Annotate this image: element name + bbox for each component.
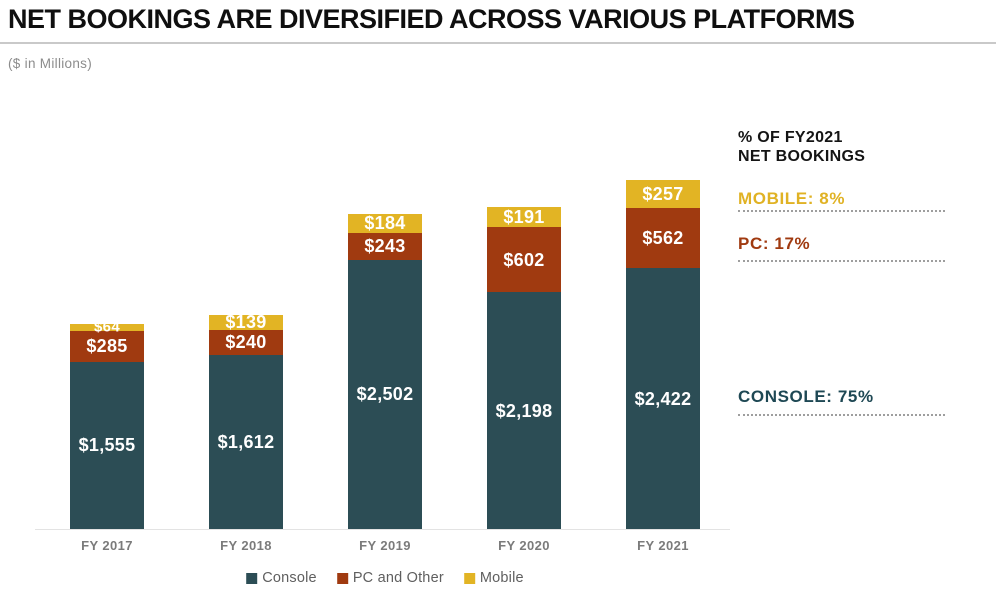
title-divider (0, 42, 996, 44)
bar-value-label: $184 (364, 213, 406, 234)
chart-legend: Console PC and Other Mobile (246, 570, 524, 586)
bar-value-label: $562 (642, 227, 684, 248)
bar-segment-mobile-fy-2017 (70, 323, 144, 331)
bar-segment-mobile-fy-2018 (209, 314, 283, 330)
mobile-swatch-icon (463, 572, 475, 584)
x-axis-label-fy-2018: FY 2018 (220, 538, 272, 553)
bar-segment-mobile-fy-2021 (626, 179, 700, 208)
legend-label: Console (262, 570, 317, 586)
bar-value-label: $285 (86, 336, 128, 357)
bar-value-label: $64 (94, 318, 120, 336)
bar-value-label: $2,422 (634, 388, 692, 409)
panel-heading-line2: NET BOOKINGS (738, 148, 866, 165)
bar-value-label: $257 (642, 183, 684, 204)
x-axis-label-fy-2020: FY 2020 (498, 538, 550, 553)
bar-segment-pc-and-other-fy-2019 (348, 233, 422, 260)
bar-value-label: $2,502 (356, 384, 414, 405)
panel-heading-line1: % OF FY2021 (738, 129, 843, 146)
bar-segment-pc-and-other-fy-2021 (626, 207, 700, 269)
legend-item-mobile: Mobile (463, 570, 524, 586)
bar-segment-pc-and-other-fy-2017 (70, 330, 144, 362)
pc-dotted-rule (738, 260, 945, 262)
bar-value-label: $602 (503, 249, 545, 270)
bar-segment-console-fy-2021 (626, 268, 700, 529)
console-dotted-rule (738, 414, 945, 416)
console-share-label: CONSOLE: 75% (738, 387, 874, 406)
pc-share-label: PC: 17% (738, 234, 811, 253)
bar-segment-console-fy-2020 (487, 292, 561, 529)
mobile-share-label: MOBILE: 8% (738, 189, 846, 208)
console-swatch-icon (246, 572, 258, 584)
bar-value-label: $1,555 (78, 435, 136, 456)
x-axis-label-fy-2019: FY 2019 (359, 538, 411, 553)
mobile-dotted-rule (738, 210, 945, 212)
legend-item-pc-and-other: PC and Other (336, 570, 444, 586)
x-axis-baseline (35, 529, 730, 530)
bar-segment-pc-and-other-fy-2018 (209, 329, 283, 356)
bar-segment-mobile-fy-2020 (487, 206, 561, 228)
bar-value-label: $139 (225, 312, 267, 333)
panel-heading: % OF FY2021 NET BOOKINGS (738, 128, 946, 166)
pc-swatch-icon (336, 572, 348, 584)
bar-segment-mobile-fy-2019 (348, 213, 422, 234)
bar-segment-pc-and-other-fy-2020 (487, 227, 561, 293)
bar-value-label: $243 (364, 236, 406, 257)
bar-segment-console-fy-2017 (70, 361, 144, 529)
bar-segment-console-fy-2019 (348, 259, 422, 529)
legend-item-console: Console (246, 570, 317, 586)
bar-value-label: $191 (503, 207, 545, 228)
bar-value-label: $240 (225, 332, 267, 353)
legend-label: Mobile (479, 570, 524, 586)
x-axis-label-fy-2021: FY 2021 (637, 538, 689, 553)
units-subtitle: ($ in Millions) (8, 56, 93, 71)
bar-value-label: $1,612 (217, 432, 275, 453)
x-axis-label-fy-2017: FY 2017 (81, 538, 133, 553)
page-title: NET BOOKINGS ARE DIVERSIFIED ACROSS VARI… (8, 4, 855, 34)
fy2021-mix-panel: % OF FY2021 NET BOOKINGS (738, 128, 946, 166)
bar-segment-console-fy-2018 (209, 355, 283, 529)
legend-label: PC and Other (352, 570, 444, 586)
bar-value-label: $2,198 (495, 400, 553, 421)
